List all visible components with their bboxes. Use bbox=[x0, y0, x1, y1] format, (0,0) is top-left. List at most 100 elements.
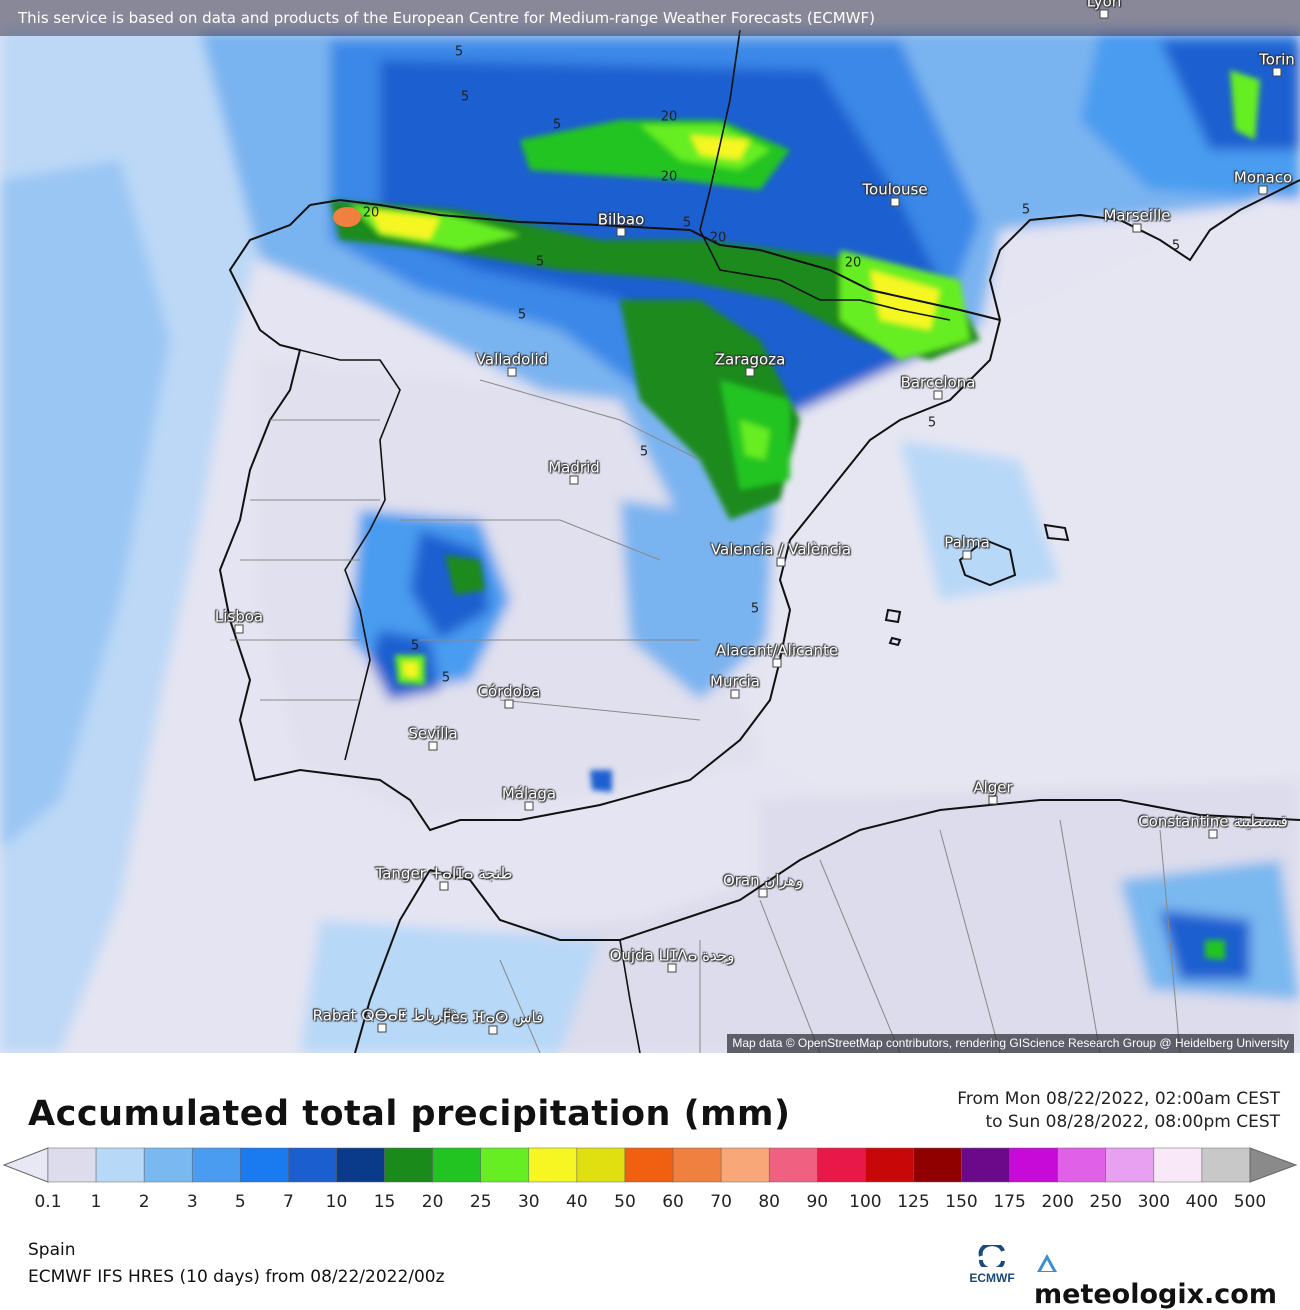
city-label: Zaragoza bbox=[714, 350, 786, 369]
contour-label: 20 bbox=[660, 109, 678, 125]
scale-tick-label: 200 bbox=[1041, 1192, 1074, 1212]
ecmwf-logo[interactable]: ECMWF bbox=[962, 1242, 1022, 1295]
city-label: Alger bbox=[973, 778, 1013, 797]
city-marker bbox=[745, 367, 755, 377]
city-marker bbox=[569, 475, 579, 485]
scale-swatch bbox=[720, 1147, 770, 1183]
contour-label: 20 bbox=[362, 205, 380, 221]
contour-label: 5 bbox=[1171, 238, 1181, 254]
max-precip-spot bbox=[333, 207, 361, 227]
scale-tick-label: 3 bbox=[186, 1192, 198, 1212]
city-label: Valencia / València bbox=[710, 540, 852, 559]
city-marker bbox=[933, 390, 943, 400]
scale-tick-label: 1 bbox=[90, 1192, 102, 1212]
scale-swatch bbox=[240, 1147, 289, 1183]
city-marker bbox=[962, 550, 972, 560]
map-attribution[interactable]: Map data © OpenStreetMap contributors, r… bbox=[727, 1034, 1294, 1053]
city-label: Murcia bbox=[710, 672, 760, 691]
scale-tick-label: 70 bbox=[710, 1192, 732, 1212]
scale-tick-label: 25 bbox=[469, 1192, 492, 1212]
city-marker bbox=[1099, 9, 1109, 19]
city-label: Málaga bbox=[501, 784, 557, 803]
city-marker bbox=[439, 881, 449, 891]
city-label: Lyon bbox=[1086, 0, 1122, 11]
city-marker bbox=[890, 197, 900, 207]
city-label: Rabat ⵕⴱⴰⵟ الرباط bbox=[312, 1006, 452, 1025]
scale-swatch bbox=[768, 1147, 818, 1183]
scale-tick-label: 30 bbox=[517, 1192, 540, 1212]
scale-tick-label: 175 bbox=[993, 1192, 1026, 1212]
scale-tick-label: 60 bbox=[662, 1192, 684, 1212]
contour-label: 20 bbox=[709, 230, 727, 246]
scale-swatch bbox=[817, 1147, 866, 1183]
city-label: Toulouse bbox=[862, 180, 928, 199]
scale-tick-label: 5 bbox=[234, 1192, 246, 1212]
contour-label: 5 bbox=[441, 670, 451, 686]
scale-tick-label: 150 bbox=[945, 1192, 978, 1212]
scale-swatch bbox=[961, 1147, 1010, 1183]
scale-swatch bbox=[576, 1147, 626, 1183]
meteologix-globe-icon bbox=[1037, 1253, 1057, 1272]
scale-swatch bbox=[191, 1147, 241, 1183]
city-marker bbox=[758, 888, 768, 898]
scale-tick-label: 125 bbox=[897, 1192, 930, 1212]
contour-label: 5 bbox=[454, 44, 464, 60]
city-marker bbox=[234, 624, 244, 634]
city-label: Palma bbox=[944, 533, 990, 552]
scale-tick-label: 7 bbox=[282, 1192, 294, 1212]
scale-swatch bbox=[865, 1147, 914, 1183]
contour-label: 5 bbox=[552, 117, 562, 133]
city-label: Fès ⴼⴰⵙ فاس bbox=[442, 1008, 544, 1027]
scale-swatch bbox=[624, 1147, 674, 1183]
scale-tick-label: 250 bbox=[1089, 1192, 1122, 1212]
contour-label: 5 bbox=[410, 638, 420, 654]
model-run: ECMWF IFS HRES (10 days) from 08/22/2022… bbox=[28, 1267, 445, 1287]
scale-swatch bbox=[1009, 1147, 1058, 1183]
contour-label: 5 bbox=[682, 215, 692, 231]
scale-tick-label: 100 bbox=[849, 1192, 882, 1212]
city-marker bbox=[1258, 185, 1268, 195]
contour-label: 5 bbox=[927, 415, 937, 431]
scale-tick-label: 0.1 bbox=[34, 1192, 62, 1212]
contour-label: 20 bbox=[660, 169, 678, 185]
scale-swatch bbox=[528, 1147, 578, 1183]
map-canvas bbox=[0, 0, 1300, 1053]
scale-swatch bbox=[143, 1147, 193, 1183]
city-marker bbox=[524, 801, 534, 811]
city-marker bbox=[776, 557, 786, 567]
precipitation-map[interactable]: This service is based on data and produc… bbox=[0, 0, 1300, 1053]
ecmwf-emblem-icon bbox=[978, 1242, 1005, 1272]
contour-label: 5 bbox=[639, 444, 649, 460]
scale-tick-label: 10 bbox=[325, 1192, 348, 1212]
scale-tick-label: 500 bbox=[1233, 1192, 1267, 1212]
scale-swatch bbox=[336, 1147, 385, 1183]
city-marker bbox=[616, 227, 626, 237]
scale-swatch bbox=[432, 1147, 481, 1183]
city-label: Bilbao bbox=[597, 210, 645, 229]
contour-label: 5 bbox=[750, 601, 760, 617]
city-label: Alacant/Alicante bbox=[715, 641, 839, 660]
scale-tick-label: 300 bbox=[1137, 1192, 1171, 1212]
country-borders bbox=[299, 29, 951, 1053]
city-label: Córdoba bbox=[477, 682, 541, 701]
scale-tick-label: 80 bbox=[758, 1192, 781, 1212]
city-marker bbox=[428, 741, 438, 751]
scale-tick-label: 90 bbox=[806, 1192, 829, 1212]
region-name: Spain bbox=[28, 1240, 76, 1260]
city-marker bbox=[504, 699, 514, 709]
city-label: Oujda ⵡⵊⴷⴰ وجدة bbox=[609, 946, 735, 965]
city-marker bbox=[507, 367, 517, 377]
scale-max-arrow bbox=[1249, 1147, 1298, 1183]
scale-swatch bbox=[47, 1147, 97, 1183]
ecmwf-logo-text: ECMWF bbox=[969, 1271, 1015, 1285]
scale-swatch bbox=[95, 1147, 145, 1183]
region-borders bbox=[230, 379, 1181, 1053]
scale-swatch bbox=[913, 1147, 962, 1183]
city-marker bbox=[377, 1023, 387, 1033]
city-label: Marseille bbox=[1103, 206, 1171, 225]
city-label: Sevilla bbox=[408, 724, 458, 743]
ecmwf-attribution-banner: This service is based on data and produc… bbox=[0, 0, 1300, 36]
meteologix-logo[interactable]: meteologix.com bbox=[1034, 1248, 1300, 1310]
city-label: Constantine قسنطينة bbox=[1138, 812, 1288, 831]
scale-swatch bbox=[1057, 1147, 1107, 1183]
